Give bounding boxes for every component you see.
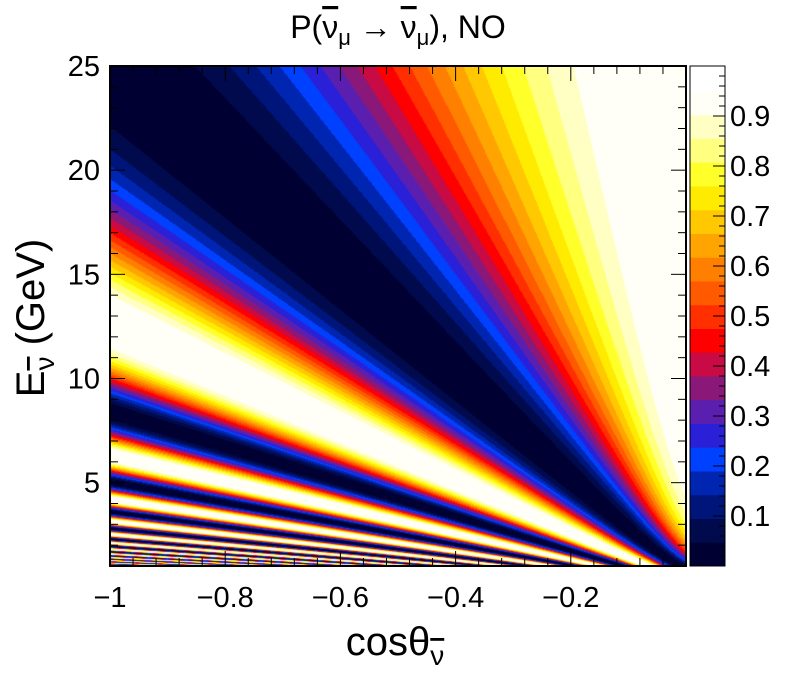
x-tick-label: −1 — [93, 582, 126, 614]
x-label-sub: ν — [430, 640, 444, 671]
colorbar-level — [690, 281, 725, 306]
colorbar-level — [690, 328, 725, 353]
colorbar: 0.1 0.2 0.3 0.4 0.5 0.6 0.7 0.8 0.9 — [689, 65, 770, 567]
y-tick-label: 10 — [68, 364, 100, 396]
chart-title-text: P(νμ​ → νμ​), NO — [290, 9, 506, 50]
colorbar-level — [690, 304, 725, 329]
colorbar-tick-label: 0.8 — [730, 151, 770, 183]
colorbar-level — [690, 186, 725, 211]
colorbar-level — [690, 91, 725, 116]
y-axis-label-text: Eν (GeV) — [9, 239, 60, 397]
y-label-rest: (GeV) — [9, 239, 53, 357]
title-subscript: μ — [417, 25, 430, 50]
colorbar-tick-label: 0.4 — [730, 351, 770, 383]
colorbar-tick-label: 0.9 — [730, 101, 770, 133]
colorbar-level — [690, 471, 725, 496]
colorbar-level — [690, 376, 725, 401]
y-tick-label: 20 — [68, 155, 100, 187]
y-label-sub: ν — [29, 357, 60, 371]
colorbar-level — [690, 447, 725, 472]
colorbar-level — [690, 114, 725, 139]
title-nu-bar: ν — [401, 9, 417, 45]
x-tick-label: −0.4 — [427, 582, 484, 614]
colorbar-level — [690, 494, 725, 519]
y-axis: 5 10 15 20 25 — [68, 51, 686, 567]
colorbar-tick-label: 0.2 — [730, 451, 770, 483]
x-tick-label: −0.2 — [542, 582, 599, 614]
heatmap-image — [110, 66, 686, 566]
colorbar-level — [690, 257, 725, 282]
x-axis-label-text: cosθν — [346, 620, 445, 671]
x-tick-label: −0.6 — [312, 582, 369, 614]
y-label-main: E — [9, 371, 53, 398]
colorbar-level — [690, 399, 725, 424]
colorbar-tick-label: 0.6 — [730, 251, 770, 283]
x-axis-label: cosθν — [346, 620, 445, 671]
x-tick-label: −0.8 — [197, 582, 254, 614]
y-tick-label: 5 — [84, 468, 100, 500]
title-text: P( — [290, 9, 322, 45]
title-nu-bar: ν — [322, 9, 338, 45]
x-axis: −1 −0.8 −0.6 −0.4 −0.2 — [93, 66, 687, 614]
y-axis-label: Eν (GeV) — [9, 239, 60, 397]
colorbar-tick-label: 0.1 — [730, 501, 770, 533]
title-text: → — [351, 9, 401, 45]
colorbar-level — [690, 138, 725, 163]
title-subscript: μ — [338, 25, 351, 50]
colorbar-tick-label: 0.7 — [730, 201, 770, 233]
y-tick-label: 25 — [68, 51, 100, 83]
y-tick-label: 15 — [68, 259, 100, 291]
colorbar-tick-label: 0.3 — [730, 401, 770, 433]
chart-title: P(νμ​ → νμ​), NO — [290, 9, 506, 50]
colorbar-level — [690, 518, 725, 543]
title-text: ), NO — [429, 9, 505, 45]
colorbar-level — [690, 209, 725, 234]
colorbar-tick-label: 0.5 — [730, 301, 770, 333]
x-label-main: cosθ — [346, 620, 431, 664]
